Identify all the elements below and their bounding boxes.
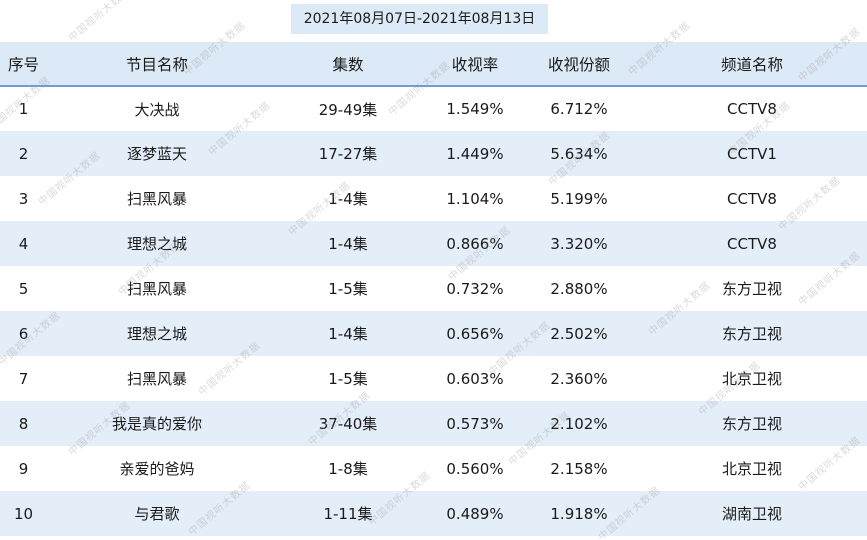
cell-rank: 1 (18, 100, 29, 118)
date-range-banner: 2021年08月07日-2021年08月13日 (291, 4, 548, 34)
cell-rating: 0.573% (446, 414, 504, 433)
table-row: 1 大决战 29-49集 1.549% 6.712% CCTV8 (0, 86, 867, 131)
cell-program-name: 与君歌 (134, 505, 180, 523)
cell-channel: CCTV8 (727, 189, 777, 208)
cell-episodes: 1-5集 (328, 280, 368, 298)
header-share: 收视份额 (521, 42, 637, 87)
cell-rank: 10 (13, 504, 34, 523)
cell-share: 2.502% (550, 324, 608, 343)
header-rating: 收视率 (429, 42, 521, 87)
cell-episodes: 1-8集 (328, 460, 368, 478)
cell-channel: 东方卫视 (721, 325, 782, 343)
cell-share: 2.360% (550, 369, 608, 388)
table-row: 5 扫黑风暴 1-5集 0.732% 2.880% 东方卫视 (0, 266, 867, 311)
cell-program-name: 扫黑风暴 (126, 370, 187, 388)
cell-episodes: 17-27集 (318, 145, 378, 163)
cell-channel: CCTV1 (727, 144, 777, 163)
header-channel: 频道名称 (637, 42, 867, 87)
cell-rating: 0.656% (446, 324, 504, 343)
cell-rating: 1.549% (446, 100, 504, 118)
cell-episodes: 1-4集 (328, 235, 368, 253)
cell-program-name: 扫黑风暴 (126, 190, 187, 208)
cell-rank: 6 (18, 324, 29, 343)
table-row: 6 理想之城 1-4集 0.656% 2.502% 东方卫视 (0, 311, 867, 356)
cell-rating: 0.560% (446, 459, 504, 478)
table-row: 10 与君歌 1-11集 0.489% 1.918% 湖南卫视 (0, 491, 867, 536)
cell-episodes: 1-5集 (328, 370, 368, 388)
cell-share: 1.918% (550, 504, 608, 523)
cell-rating: 0.866% (446, 234, 504, 253)
cell-channel: 湖南卫视 (721, 505, 782, 523)
table-header-row: 序号 节目名称 集数 收视率 收视份额 频道名称 (0, 42, 867, 87)
table-row: 4 理想之城 1-4集 0.866% 3.320% CCTV8 (0, 221, 867, 266)
cell-program-name: 理想之城 (126, 235, 187, 253)
header-episodes: 集数 (267, 42, 429, 87)
cell-channel: 北京卫视 (721, 460, 782, 478)
cell-rank: 4 (18, 234, 29, 253)
cell-rank: 8 (18, 414, 29, 433)
cell-program-name: 扫黑风暴 (126, 280, 187, 298)
cell-share: 5.199% (550, 189, 608, 208)
table-row: 3 扫黑风暴 1-4集 1.104% 5.199% CCTV8 (0, 176, 867, 221)
table-row: 2 逐梦蓝天 17-27集 1.449% 5.634% CCTV1 (0, 131, 867, 176)
cell-share: 2.102% (550, 414, 608, 433)
table-row: 8 我是真的爱你 37-40集 0.573% 2.102% 东方卫视 (0, 401, 867, 446)
table-body: 1 大决战 29-49集 1.549% 6.712% CCTV8 2 逐梦蓝天 … (0, 86, 867, 536)
cell-episodes: 1-4集 (328, 325, 368, 343)
cell-program-name: 我是真的爱你 (111, 415, 202, 433)
cell-channel: 东方卫视 (721, 415, 782, 433)
cell-rating: 1.449% (446, 144, 504, 163)
cell-episodes: 1-4集 (328, 190, 368, 208)
cell-rank: 7 (18, 369, 29, 388)
cell-program-name: 逐梦蓝天 (126, 145, 187, 163)
cell-rank: 5 (18, 279, 29, 298)
cell-channel: CCTV8 (727, 100, 777, 118)
ratings-table: 序号 节目名称 集数 收视率 收视份额 频道名称 1 大决战 29-49集 1.… (0, 42, 867, 536)
cell-program-name: 亲爱的爸妈 (119, 460, 195, 478)
cell-program-name: 大决战 (134, 100, 180, 119)
table-row: 7 扫黑风暴 1-5集 0.603% 2.360% 北京卫视 (0, 356, 867, 401)
cell-channel: CCTV8 (727, 234, 777, 253)
cell-share: 5.634% (550, 144, 608, 163)
cell-program-name: 理想之城 (126, 325, 187, 343)
cell-episodes: 37-40集 (318, 415, 378, 433)
cell-rank: 9 (18, 459, 29, 478)
cell-share: 2.880% (550, 279, 608, 298)
header-program-name: 节目名称 (47, 42, 267, 87)
cell-rank: 2 (18, 144, 29, 163)
header-rank: 序号 (0, 42, 47, 87)
cell-channel: 东方卫视 (721, 280, 782, 298)
cell-rating: 0.489% (446, 504, 504, 523)
cell-share: 3.320% (550, 234, 608, 253)
watermark: 中国视听大数据 (66, 0, 133, 44)
table-row: 9 亲爱的爸妈 1-8集 0.560% 2.158% 北京卫视 (0, 446, 867, 491)
cell-episodes: 1-11集 (323, 505, 373, 523)
cell-share: 6.712% (550, 100, 608, 118)
cell-rating: 1.104% (446, 189, 504, 208)
cell-share: 2.158% (550, 459, 608, 478)
cell-rating: 0.603% (446, 369, 504, 388)
cell-channel: 北京卫视 (721, 370, 782, 388)
cell-episodes: 29-49集 (318, 100, 378, 119)
cell-rank: 3 (18, 189, 29, 208)
cell-rating: 0.732% (446, 279, 504, 298)
